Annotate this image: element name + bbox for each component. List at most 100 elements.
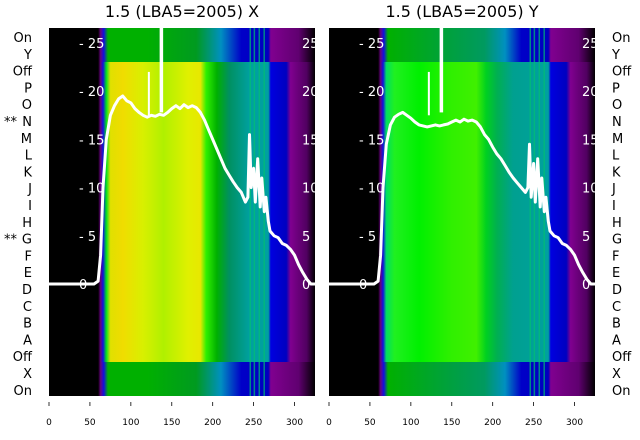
y-tick-label: - 15 (79, 133, 104, 148)
y-tick-label-right: 15 (302, 133, 319, 148)
row-label: E (612, 266, 620, 281)
row-label: Off (13, 350, 33, 365)
y-tick-label: - 10 (79, 182, 104, 197)
x-tick-label: 300 (286, 418, 303, 428)
y-tick-label: - 20 (79, 85, 104, 100)
heatmap-inner-band (329, 62, 595, 362)
row-label: F (612, 249, 619, 264)
x-tick-label: 200 (484, 418, 501, 428)
row-label: A (612, 333, 621, 348)
heatmap-stripe (258, 28, 261, 396)
heatmap-stripe (533, 28, 536, 396)
row-marker: ** (4, 115, 18, 130)
x-tick-label: 250 (525, 418, 542, 428)
y-tick-label-right: 20 (582, 85, 599, 100)
x-tick-label: 150 (163, 418, 180, 428)
x-tick-label: 0 (326, 418, 332, 428)
row-label: C (23, 300, 32, 315)
heatmap-stripe (249, 28, 252, 396)
row-label: On (14, 31, 32, 46)
row-label: H (22, 216, 32, 231)
y-tick-label-right: 0 (302, 278, 310, 293)
row-label: I (28, 199, 32, 214)
row-label: Off (13, 65, 33, 80)
row-label: C (612, 300, 621, 315)
y-tick-label: - 25 (79, 37, 104, 52)
x-tick-label: 100 (122, 418, 139, 428)
series-line (49, 94, 315, 286)
row-label: Off (612, 350, 632, 365)
row-label: B (23, 317, 32, 332)
row-label: Y (23, 48, 32, 63)
y-tick-label: - 5 (359, 230, 376, 245)
series-line (329, 110, 595, 286)
y-tick-label-right: 25 (582, 37, 599, 52)
row-label: L (612, 149, 620, 164)
row-label: K (612, 165, 621, 180)
x-tick-label: 300 (566, 418, 583, 428)
row-label: X (612, 367, 621, 382)
y-tick-label-right: 20 (302, 85, 319, 100)
y-tick-label-right: 15 (582, 133, 599, 148)
y-tick-label: - 15 (359, 133, 384, 148)
chart-title: 1.5 (LBA5=2005) X (105, 2, 259, 21)
chart-title: 1.5 (LBA5=2005) Y (385, 2, 538, 21)
row-label: F (25, 249, 32, 264)
row-label: H (612, 216, 622, 231)
row-label: Y (611, 48, 620, 63)
row-marker: ** (4, 233, 18, 248)
y-tick-label-right: 25 (302, 37, 319, 52)
row-label: P (24, 81, 32, 96)
x-tick-label: 100 (402, 418, 419, 428)
row-label: J (27, 182, 32, 197)
y-tick-label: - 25 (359, 37, 384, 52)
row-label: M (21, 132, 32, 147)
y-tick-label-right: 5 (302, 230, 310, 245)
spike-mark (427, 71, 430, 116)
row-label: On (14, 384, 32, 399)
row-label: L (25, 149, 33, 164)
row-label: I (612, 199, 616, 214)
row-label: X (23, 367, 32, 382)
x-tick-label: 150 (443, 418, 460, 428)
y-tick-label-right: 10 (302, 182, 319, 197)
row-label: G (612, 233, 622, 248)
x-tick-label: 50 (364, 418, 376, 428)
x-tick-label: 200 (204, 418, 221, 428)
row-label: N (22, 115, 32, 130)
y-tick-label: - 5 (79, 230, 96, 245)
y-tick-label-right: 5 (582, 230, 590, 245)
row-label: Off (612, 65, 632, 80)
spike-mark (159, 0, 164, 113)
row-label: D (612, 283, 622, 298)
y-tick-label: - 10 (359, 182, 384, 197)
heatmap-stripe (538, 28, 541, 396)
row-label: G (22, 233, 32, 248)
row-label: On (612, 384, 630, 399)
row-label: A (23, 333, 32, 348)
row-label: On (612, 31, 630, 46)
y-tick-label-right: 10 (582, 182, 599, 197)
x-tick-label: 0 (46, 418, 52, 428)
row-label: E (24, 266, 32, 281)
row-label: O (22, 98, 32, 113)
y-tick-label: - 20 (359, 85, 384, 100)
row-label: M (612, 132, 623, 147)
panel-y: 1.5 (LBA5=2005) Y 0 0 - 5 5 - 10 10 - 15 15 - 20 2… (326, 0, 632, 428)
spike-mark (439, 0, 444, 113)
row-label: B (612, 317, 621, 332)
heatmap-stripe (529, 28, 532, 396)
row-label: K (23, 165, 32, 180)
row-label: O (612, 98, 622, 113)
row-label: P (612, 81, 620, 96)
spike-mark (147, 71, 150, 116)
heatmap-inner-band (49, 62, 315, 362)
heatmap-stripe (253, 28, 256, 396)
row-label: J (611, 182, 616, 197)
y-tick-label-right: 0 (582, 278, 590, 293)
x-tick-label: 50 (84, 418, 96, 428)
row-label: D (22, 283, 32, 298)
x-tick-label: 250 (245, 418, 262, 428)
